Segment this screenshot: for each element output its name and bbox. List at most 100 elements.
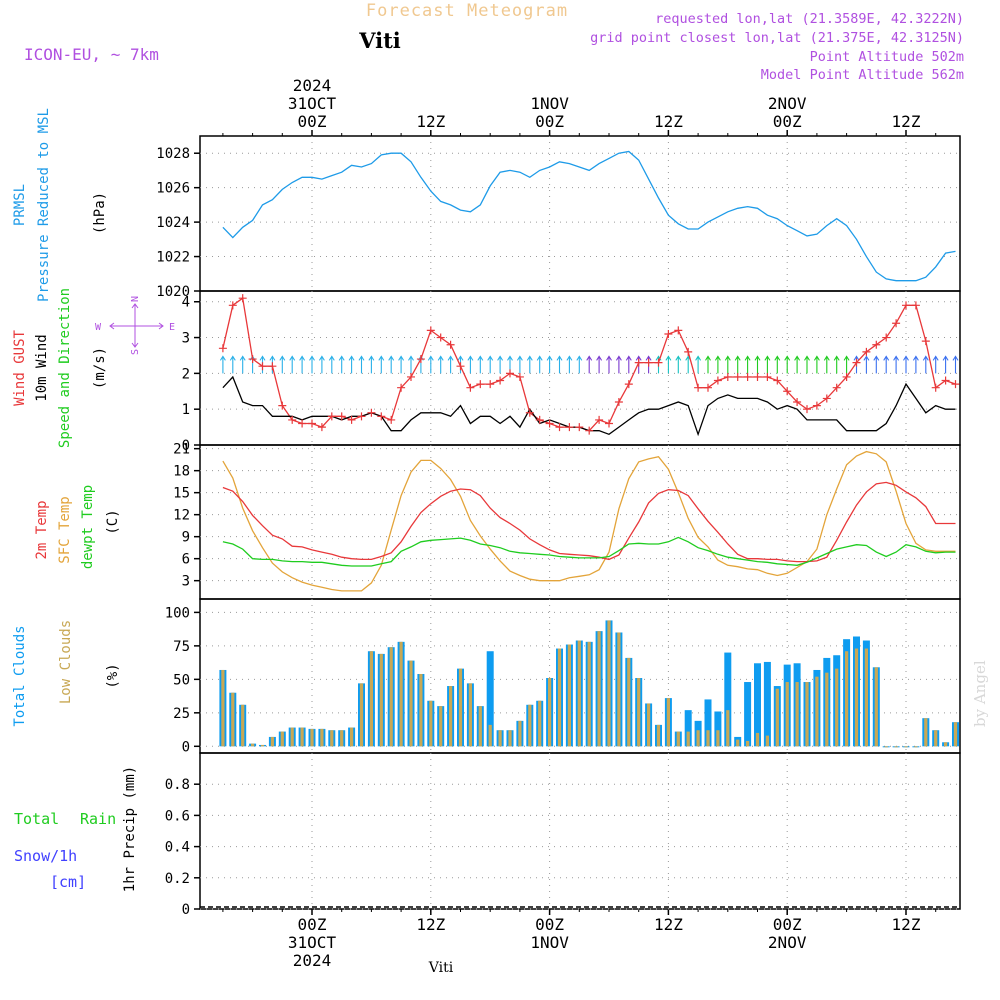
- low-cloud-bar: [399, 641, 403, 747]
- wind-arrow: [883, 355, 890, 374]
- wind-arrow: [893, 355, 900, 374]
- temperature-ytick-label: 3: [182, 574, 190, 590]
- wind-arrow: [299, 355, 306, 374]
- wind-arrow: [754, 355, 761, 374]
- gust-marker: [763, 372, 772, 381]
- gust-marker: [664, 329, 673, 338]
- wind-arrow: [447, 355, 454, 374]
- top-tick-year: 2024: [293, 76, 332, 95]
- low-cloud-bar: [251, 743, 255, 747]
- top-tick-date: 31OCT: [288, 94, 337, 113]
- total-cloud-bar: [744, 682, 752, 747]
- gust-marker: [911, 301, 920, 310]
- low-cloud-bar: [379, 653, 383, 747]
- low-cloud-bar: [538, 700, 542, 747]
- gust-marker: [436, 333, 445, 342]
- low-cloud-bar: [825, 672, 829, 747]
- bottom-tick-hour: 12Z: [654, 915, 683, 934]
- wind-arrow: [398, 355, 405, 374]
- gust-marker: [327, 412, 336, 421]
- gust-marker: [308, 419, 316, 428]
- wind-arrow: [675, 355, 682, 374]
- clouds-grid: [200, 599, 960, 753]
- gust-marker: [832, 383, 841, 392]
- top-tick-date: 1NOV: [530, 94, 569, 113]
- gust-marker: [515, 372, 524, 381]
- wind-arrow: [784, 355, 791, 374]
- low-cloud-bar: [498, 730, 502, 747]
- gust-marker: [812, 401, 821, 410]
- low-cloud-bar: [290, 727, 294, 747]
- low-cloud-bar: [686, 731, 690, 747]
- wind-arrow: [873, 355, 880, 374]
- pressure-ytick-label: 1026: [156, 181, 190, 197]
- wind-arrow: [734, 355, 741, 374]
- wind-arrow: [615, 355, 622, 374]
- gust-marker: [921, 337, 930, 346]
- low-cloud-bar: [458, 668, 463, 747]
- wind-arrow: [625, 355, 632, 374]
- wind-arrow: [813, 355, 820, 374]
- low-cloud-bar: [676, 731, 680, 747]
- gust-marker: [684, 347, 693, 356]
- temperature-ytick-label: 9: [182, 530, 190, 546]
- wind-arrow: [328, 355, 335, 374]
- sfc-temp-line: [222, 450, 956, 592]
- top-tick-hour: 00Z: [298, 112, 327, 131]
- total-cloud-bar: [763, 661, 771, 747]
- wind-arrow: [309, 355, 315, 374]
- clouds-ytick-label: 75: [173, 639, 190, 655]
- low-cloud-bar: [449, 686, 453, 747]
- precip-label-total: Total: [14, 810, 59, 828]
- low-cloud-bar: [597, 631, 601, 747]
- gust-marker: [238, 294, 247, 303]
- temperature-ytick-label: 6: [182, 552, 190, 568]
- low-cloud-bar: [518, 720, 522, 747]
- gust-marker: [337, 412, 346, 421]
- clouds-unit: (%): [105, 663, 121, 688]
- wind-arrow: [705, 355, 711, 374]
- temp-label-dewpt: dewpt Temp: [80, 485, 96, 569]
- top-tick-hour: 12Z: [416, 112, 445, 131]
- watermark: by Angel: [971, 660, 989, 727]
- bottom-tick-hour: 00Z: [773, 915, 802, 934]
- pressure-line: [222, 150, 956, 282]
- low-cloud-bar: [409, 660, 413, 747]
- clouds-ytick-label: 50: [173, 672, 190, 688]
- gust-marker: [753, 372, 762, 381]
- gust-marker: [793, 398, 802, 407]
- low-cloud-bar: [231, 692, 235, 747]
- gust-marker: [565, 423, 574, 432]
- wind-arrow: [546, 355, 553, 374]
- pressure-series: [222, 150, 956, 282]
- gust-marker: [486, 380, 495, 389]
- low-cloud-bar: [429, 700, 433, 747]
- low-cloud-bar: [557, 648, 562, 747]
- bottom-tick-hour: 00Z: [298, 915, 327, 934]
- dewpt-line: [222, 536, 956, 567]
- gust-marker: [951, 380, 960, 389]
- low-cloud-bar: [854, 648, 859, 747]
- low-cloud-bar: [577, 640, 581, 747]
- compass-cross: [109, 303, 164, 348]
- gust-marker: [258, 362, 267, 371]
- pressure-unit: (hPa): [92, 192, 108, 234]
- wind-unit: (m/s): [92, 347, 108, 389]
- gust-marker: [545, 419, 554, 428]
- precip-unit: 1hr Precip (mm): [122, 766, 138, 892]
- gust-marker: [506, 369, 514, 378]
- temperature-ytick-label: 21: [173, 442, 190, 458]
- t2m-line: [222, 481, 956, 563]
- wind-arrow: [318, 355, 325, 374]
- low-cloud-bar: [666, 698, 670, 747]
- clouds-series: [219, 620, 959, 748]
- wind-arrow: [348, 355, 355, 374]
- low-cloud-bar: [330, 730, 334, 747]
- wind-y-ticks: 0 1 2 3 4: [182, 295, 200, 454]
- wind-ytick-label: 2: [182, 366, 190, 382]
- gust-marker: [535, 415, 544, 424]
- precip-label-snow: Snow/1h: [14, 847, 77, 865]
- low-cloud-bar: [627, 657, 631, 747]
